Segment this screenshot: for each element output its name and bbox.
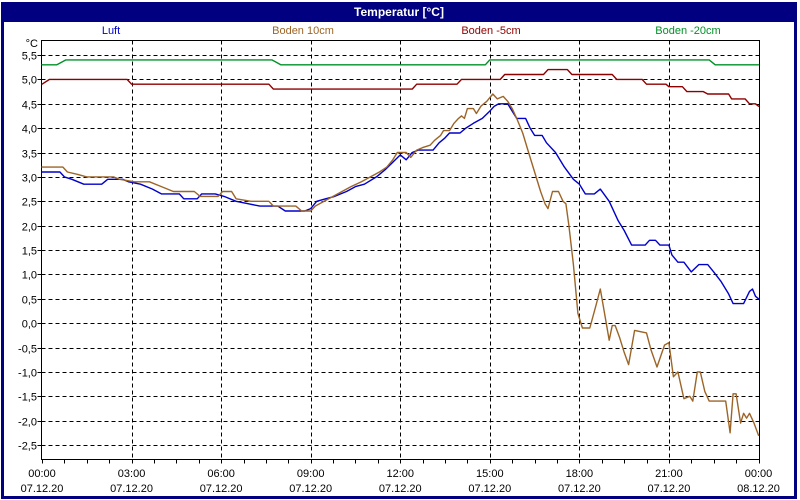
legend-item-boden-10cm: Boden 10cm: [272, 25, 334, 37]
legend-item-boden-5cm: Boden -5cm: [461, 25, 521, 37]
window-title: Temperatur [°C]: [354, 5, 444, 19]
y-axis-unit-label: °C: [25, 38, 38, 50]
legend-item-luft: Luft: [101, 25, 121, 37]
legend-item-boden-20cm: Boden -20cm: [655, 25, 721, 37]
title-bar: Temperatur [°C]: [1, 2, 797, 22]
